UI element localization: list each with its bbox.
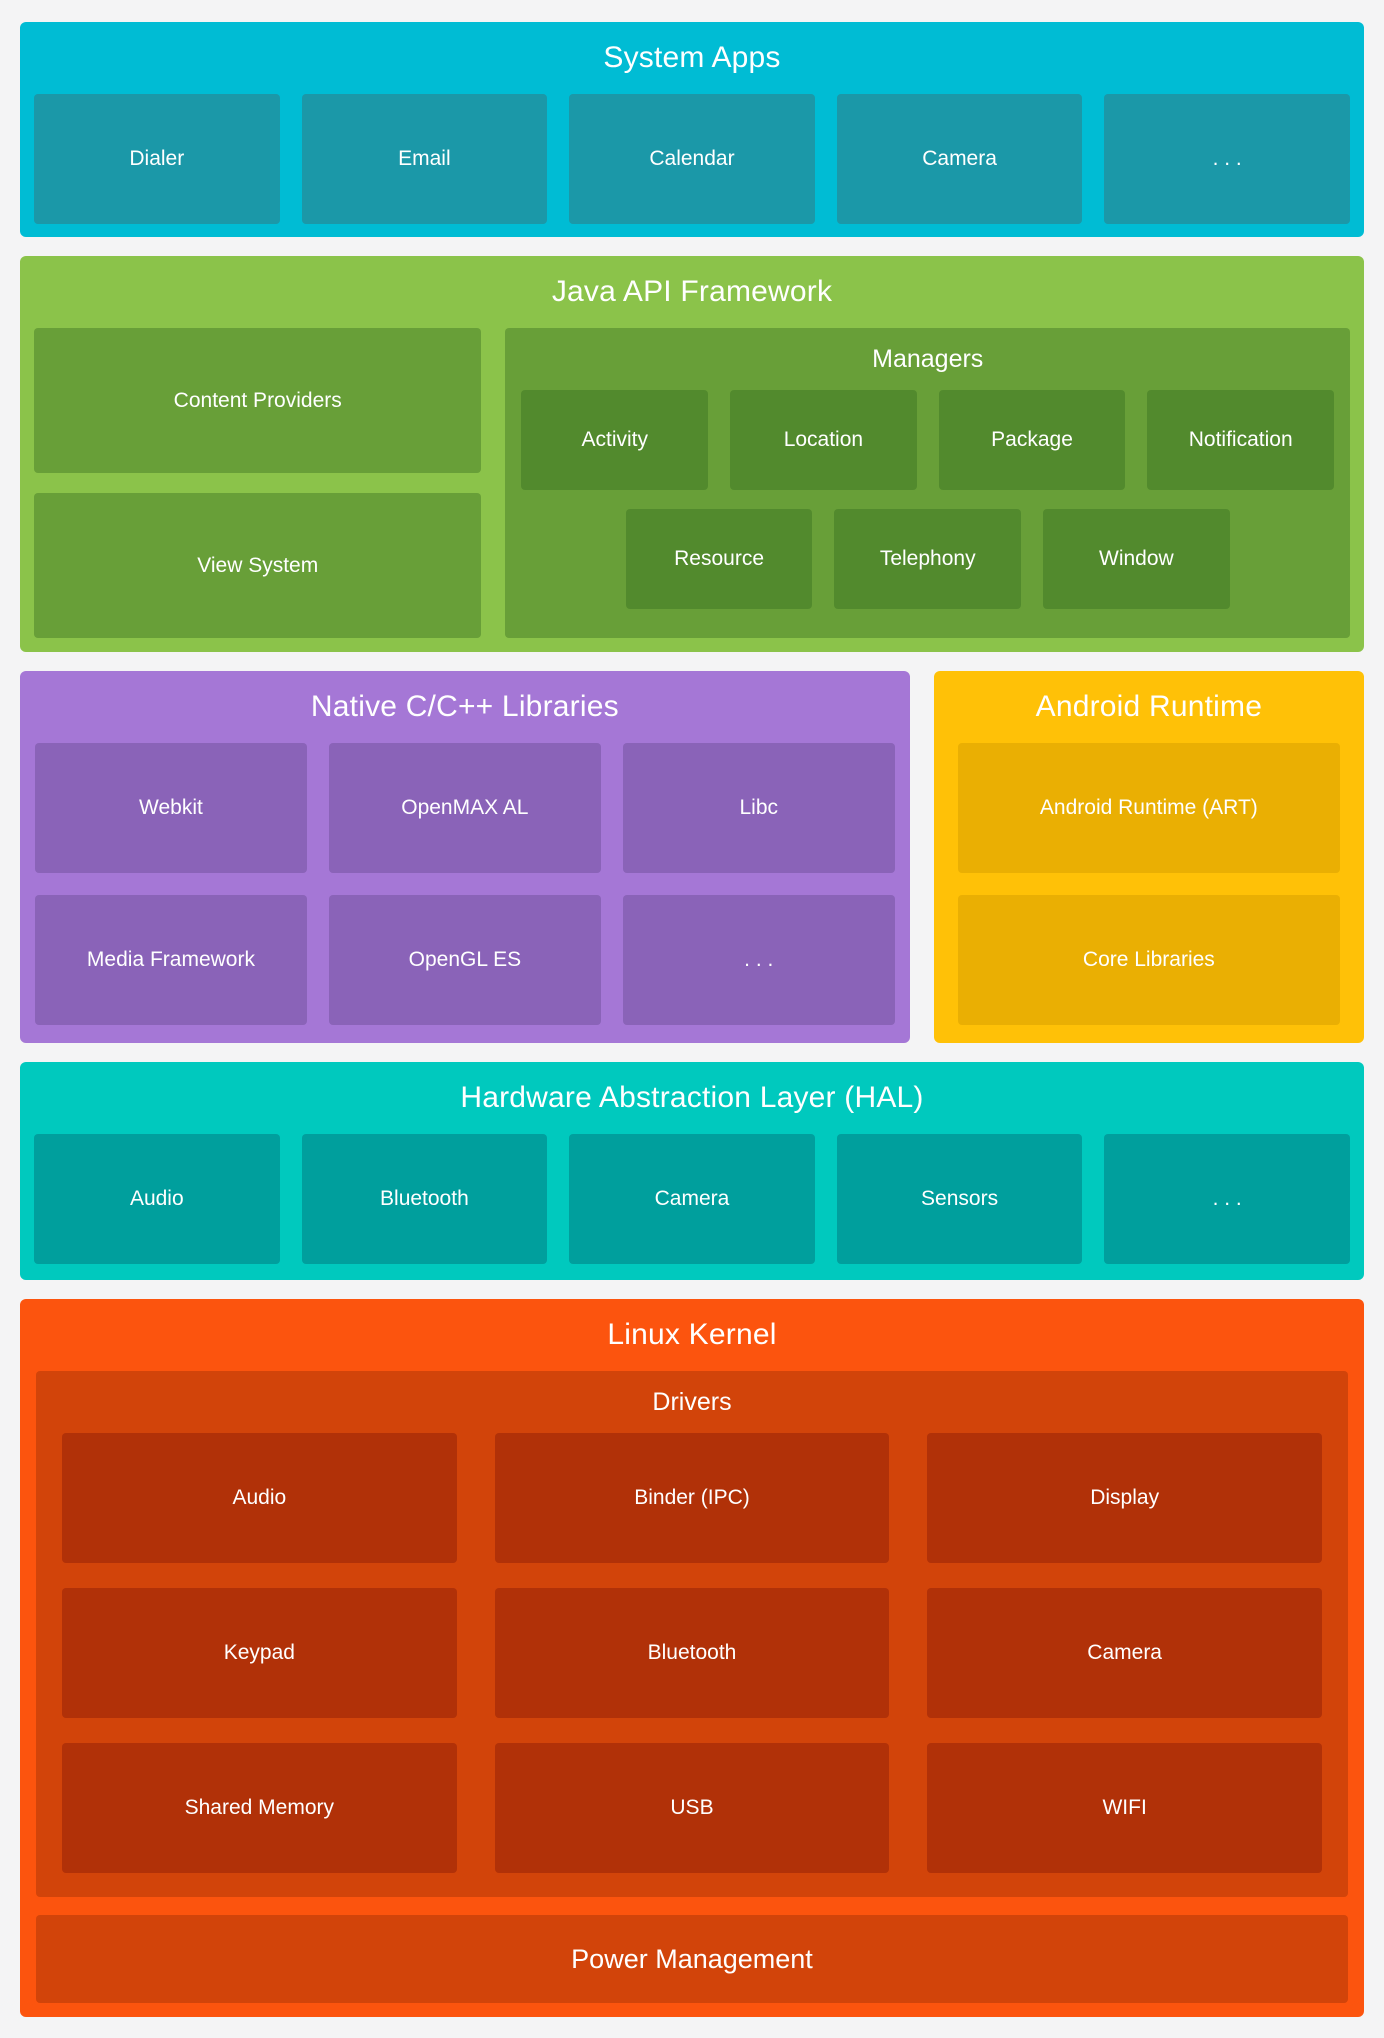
- box-power-management: Power Management: [36, 1915, 1348, 2003]
- drivers-title: Drivers: [652, 1387, 732, 1416]
- box-calendar: Calendar: [569, 94, 815, 224]
- box-dialer: Dialer: [34, 94, 280, 224]
- native-libraries-row-2: Media Framework OpenGL ES . . .: [35, 895, 895, 1025]
- section-native-libraries: Native C/C++ Libraries Webkit OpenMAX AL…: [20, 671, 910, 1043]
- managers-row-2: Resource Telephony Window: [521, 509, 1334, 609]
- native-libraries-title: Native C/C++ Libraries: [310, 690, 619, 723]
- android-runtime-stack: Android Runtime (ART) Core Libraries: [957, 743, 1340, 1025]
- box-core-libraries: Core Libraries: [957, 895, 1340, 1025]
- box-webkit: Webkit: [35, 743, 307, 873]
- box-driver-binder-ipc: Binder (IPC): [494, 1433, 890, 1563]
- linux-kernel-title: Linux Kernel: [607, 1318, 777, 1351]
- drivers-grid: Audio Binder (IPC) Display Keypad Blueto…: [62, 1433, 1322, 1873]
- box-notification-manager: Notification: [1147, 390, 1334, 490]
- box-activity-manager: Activity: [521, 390, 709, 490]
- drivers-group: Drivers Audio Binder (IPC) Display Keypa…: [36, 1371, 1348, 1897]
- box-driver-shared-memory: Shared Memory: [62, 1743, 457, 1873]
- box-media-framework: Media Framework: [35, 895, 307, 1025]
- system-apps-title: System Apps: [603, 41, 781, 74]
- box-hal-ellipsis: . . .: [1104, 1134, 1350, 1264]
- box-art: Android Runtime (ART): [957, 743, 1340, 873]
- box-hal-bluetooth: Bluetooth: [301, 1134, 548, 1264]
- section-android-runtime: Android Runtime Android Runtime (ART) Co…: [933, 671, 1364, 1043]
- managers-row-1: Activity Location Package Notification: [521, 390, 1334, 490]
- box-driver-display: Display: [927, 1433, 1322, 1563]
- java-left-column: Content Providers View System: [34, 328, 482, 638]
- box-driver-wifi: WIFI: [927, 1743, 1322, 1873]
- box-location-manager: Location: [730, 390, 917, 490]
- libraries-runtime-row: Native C/C++ Libraries Webkit OpenMAX AL…: [20, 671, 1364, 1043]
- system-apps-row: Dialer Email Calendar Camera . . .: [34, 94, 1350, 224]
- hal-row: Audio Bluetooth Camera Sensors . . .: [34, 1134, 1350, 1264]
- java-api-title: Java API Framework: [551, 275, 833, 308]
- box-driver-keypad: Keypad: [62, 1588, 457, 1718]
- hal-title: Hardware Abstraction Layer (HAL): [460, 1081, 924, 1114]
- box-email: Email: [301, 94, 548, 224]
- native-libraries-row-1: Webkit OpenMAX AL Libc: [35, 743, 895, 873]
- section-linux-kernel: Linux Kernel Drivers Audio Binder (IPC) …: [20, 1299, 1364, 2017]
- box-window-manager: Window: [1043, 509, 1230, 609]
- box-telephony-manager: Telephony: [834, 509, 1022, 609]
- managers-title: Managers: [872, 344, 984, 373]
- box-driver-usb: USB: [494, 1743, 890, 1873]
- box-package-manager: Package: [938, 390, 1126, 490]
- box-driver-bluetooth: Bluetooth: [494, 1588, 890, 1718]
- box-view-system: View System: [34, 493, 482, 638]
- box-driver-audio: Audio: [62, 1433, 457, 1563]
- box-hal-camera: Camera: [569, 1134, 815, 1264]
- section-hal: Hardware Abstraction Layer (HAL) Audio B…: [20, 1062, 1364, 1280]
- box-libc: Libc: [622, 743, 895, 873]
- box-opengl-es: OpenGL ES: [328, 895, 601, 1025]
- box-content-providers: Content Providers: [34, 328, 482, 473]
- box-libs-ellipsis: . . .: [622, 895, 895, 1025]
- box-camera-app: Camera: [836, 94, 1083, 224]
- box-openmax-al: OpenMAX AL: [328, 743, 601, 873]
- box-hal-sensors: Sensors: [836, 1134, 1083, 1264]
- section-java-api-framework: Java API Framework Content Providers Vie…: [20, 256, 1364, 652]
- java-api-body: Content Providers View System Managers A…: [34, 328, 1350, 638]
- box-hal-audio: Audio: [34, 1134, 280, 1264]
- box-resource-manager: Resource: [625, 509, 813, 609]
- box-apps-ellipsis: . . .: [1104, 94, 1350, 224]
- box-driver-camera: Camera: [927, 1588, 1322, 1718]
- android-runtime-title: Android Runtime: [1035, 690, 1263, 723]
- managers-group: Managers Activity Location Package Notif…: [505, 328, 1350, 638]
- section-system-apps: System Apps Dialer Email Calendar Camera…: [20, 22, 1364, 237]
